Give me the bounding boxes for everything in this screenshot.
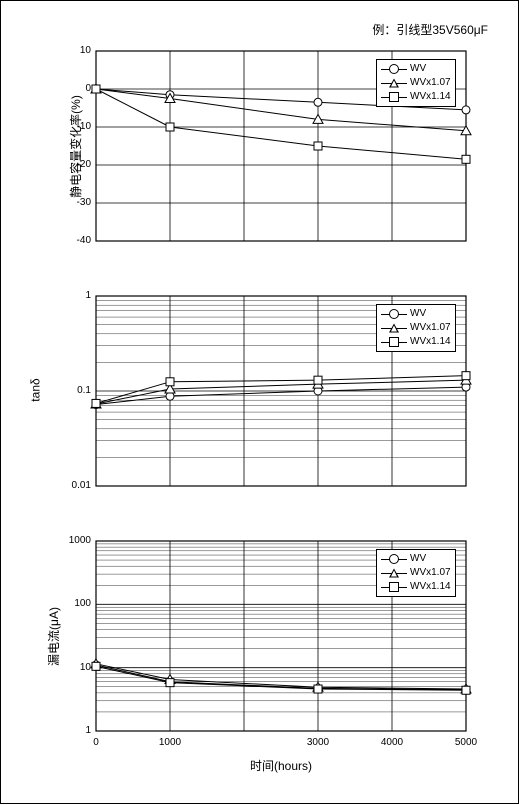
legend-label: WVx1.14: [410, 335, 451, 349]
legend-item: WVx1.14: [381, 335, 451, 349]
tick-label: 5000: [446, 737, 486, 748]
legend-label: WV: [410, 552, 426, 566]
square-icon: [381, 582, 407, 592]
legend-item: WVx1.14: [381, 580, 451, 594]
legend-item: WVx1.14: [381, 90, 451, 104]
legend-cap: WVWVx1.07WVx1.14: [376, 59, 456, 107]
x-axis-label: 时间(hours): [241, 757, 321, 774]
tick-label: -40: [51, 235, 91, 246]
tick-label: 1: [51, 290, 91, 301]
legend-label: WV: [410, 307, 426, 321]
y-axis-label: 静电容量变化率(%): [67, 95, 84, 198]
tick-label: 3000: [298, 737, 338, 748]
tick-label: 1000: [51, 535, 91, 546]
legend-item: WV: [381, 552, 451, 566]
square-icon: [381, 92, 407, 102]
triangle-icon: [381, 78, 407, 88]
legend-tan: WVWVx1.07WVx1.14: [376, 304, 456, 352]
tick-label: 0: [51, 83, 91, 94]
circle-icon: [381, 309, 407, 319]
tick-label: 1000: [150, 737, 190, 748]
square-icon: [381, 337, 407, 347]
legend-label: WVx1.14: [410, 90, 451, 104]
tick-label: 10: [51, 45, 91, 56]
legend-item: WVx1.07: [381, 566, 451, 580]
legend-item: WVx1.07: [381, 321, 451, 335]
tick-label: 0.01: [51, 480, 91, 491]
triangle-icon: [381, 323, 407, 333]
tick-label: 0.1: [51, 385, 91, 396]
legend-label: WV: [410, 62, 426, 76]
legend-item: WV: [381, 62, 451, 76]
triangle-icon: [381, 568, 407, 578]
tick-label: -30: [51, 197, 91, 208]
circle-icon: [381, 64, 407, 74]
legend-item: WVx1.07: [381, 76, 451, 90]
circle-icon: [381, 554, 407, 564]
tick-label: 0: [76, 737, 116, 748]
y-axis-label: 漏电流(μA): [45, 607, 62, 666]
legend-label: WVx1.07: [410, 566, 451, 580]
page-container: 例：引线型35V560μF 100-10-20-30-40静电容量变化率(%)W…: [0, 0, 519, 804]
legend-label: WVx1.07: [410, 76, 451, 90]
legend-item: WV: [381, 307, 451, 321]
tick-label: 1: [51, 725, 91, 736]
y-axis-label: tanδ: [29, 378, 43, 401]
legend-label: WVx1.07: [410, 321, 451, 335]
legend-label: WVx1.14: [410, 580, 451, 594]
tick-label: 4000: [372, 737, 412, 748]
legend-leak: WVWVx1.07WVx1.14: [376, 549, 456, 597]
